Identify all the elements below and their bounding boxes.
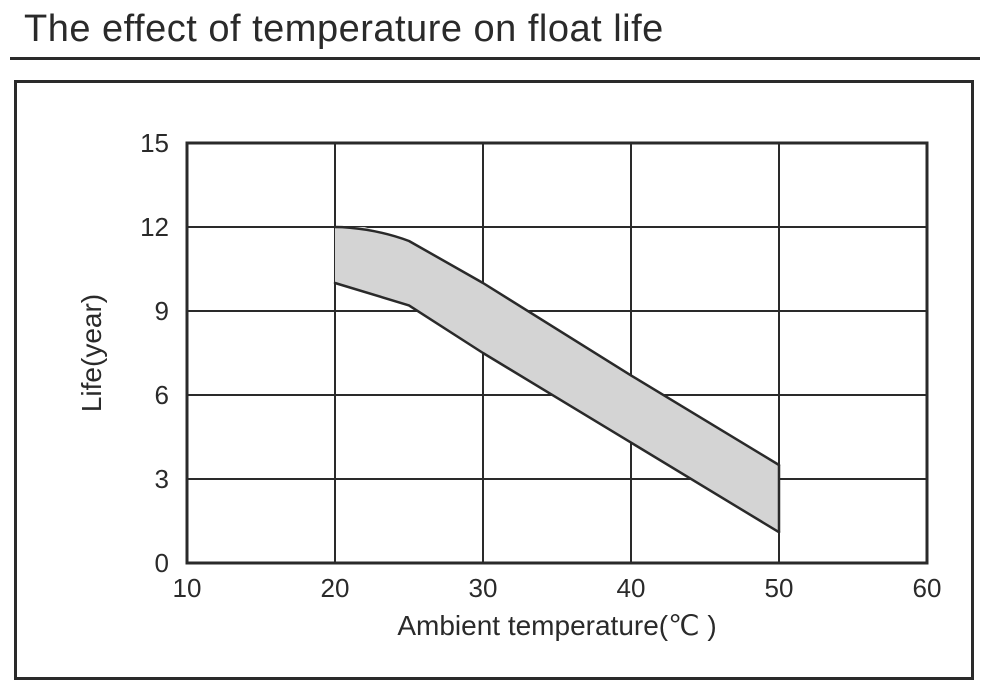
chart-outer-frame: 10 20 30 40 50 60 0 3 6 9 12 15 Ambient temperature(… xyxy=(14,80,974,680)
y-axis-label: Life(year) xyxy=(76,294,107,412)
y-tick-label: 0 xyxy=(155,548,169,578)
y-tick-label: 15 xyxy=(140,128,169,158)
chart-svg: 10 20 30 40 50 60 0 3 6 9 12 15 Ambient temperature(… xyxy=(17,83,971,677)
x-axis-label: Ambient temperature(℃ ) xyxy=(397,610,716,641)
x-tick-label: 60 xyxy=(913,573,942,603)
y-tick-label: 3 xyxy=(155,464,169,494)
x-tick-label: 20 xyxy=(321,573,350,603)
chart-title: The effect of temperature on float life xyxy=(0,0,992,57)
x-tick-label: 40 xyxy=(617,573,646,603)
x-tick-label: 30 xyxy=(469,573,498,603)
x-tick-label: 50 xyxy=(765,573,794,603)
x-tick-label: 10 xyxy=(173,573,202,603)
y-tick-label: 12 xyxy=(140,212,169,242)
title-underline xyxy=(10,57,980,60)
page-root: The effect of temperature on float life … xyxy=(0,0,992,690)
y-tick-label: 9 xyxy=(155,296,169,326)
y-tick-label: 6 xyxy=(155,380,169,410)
